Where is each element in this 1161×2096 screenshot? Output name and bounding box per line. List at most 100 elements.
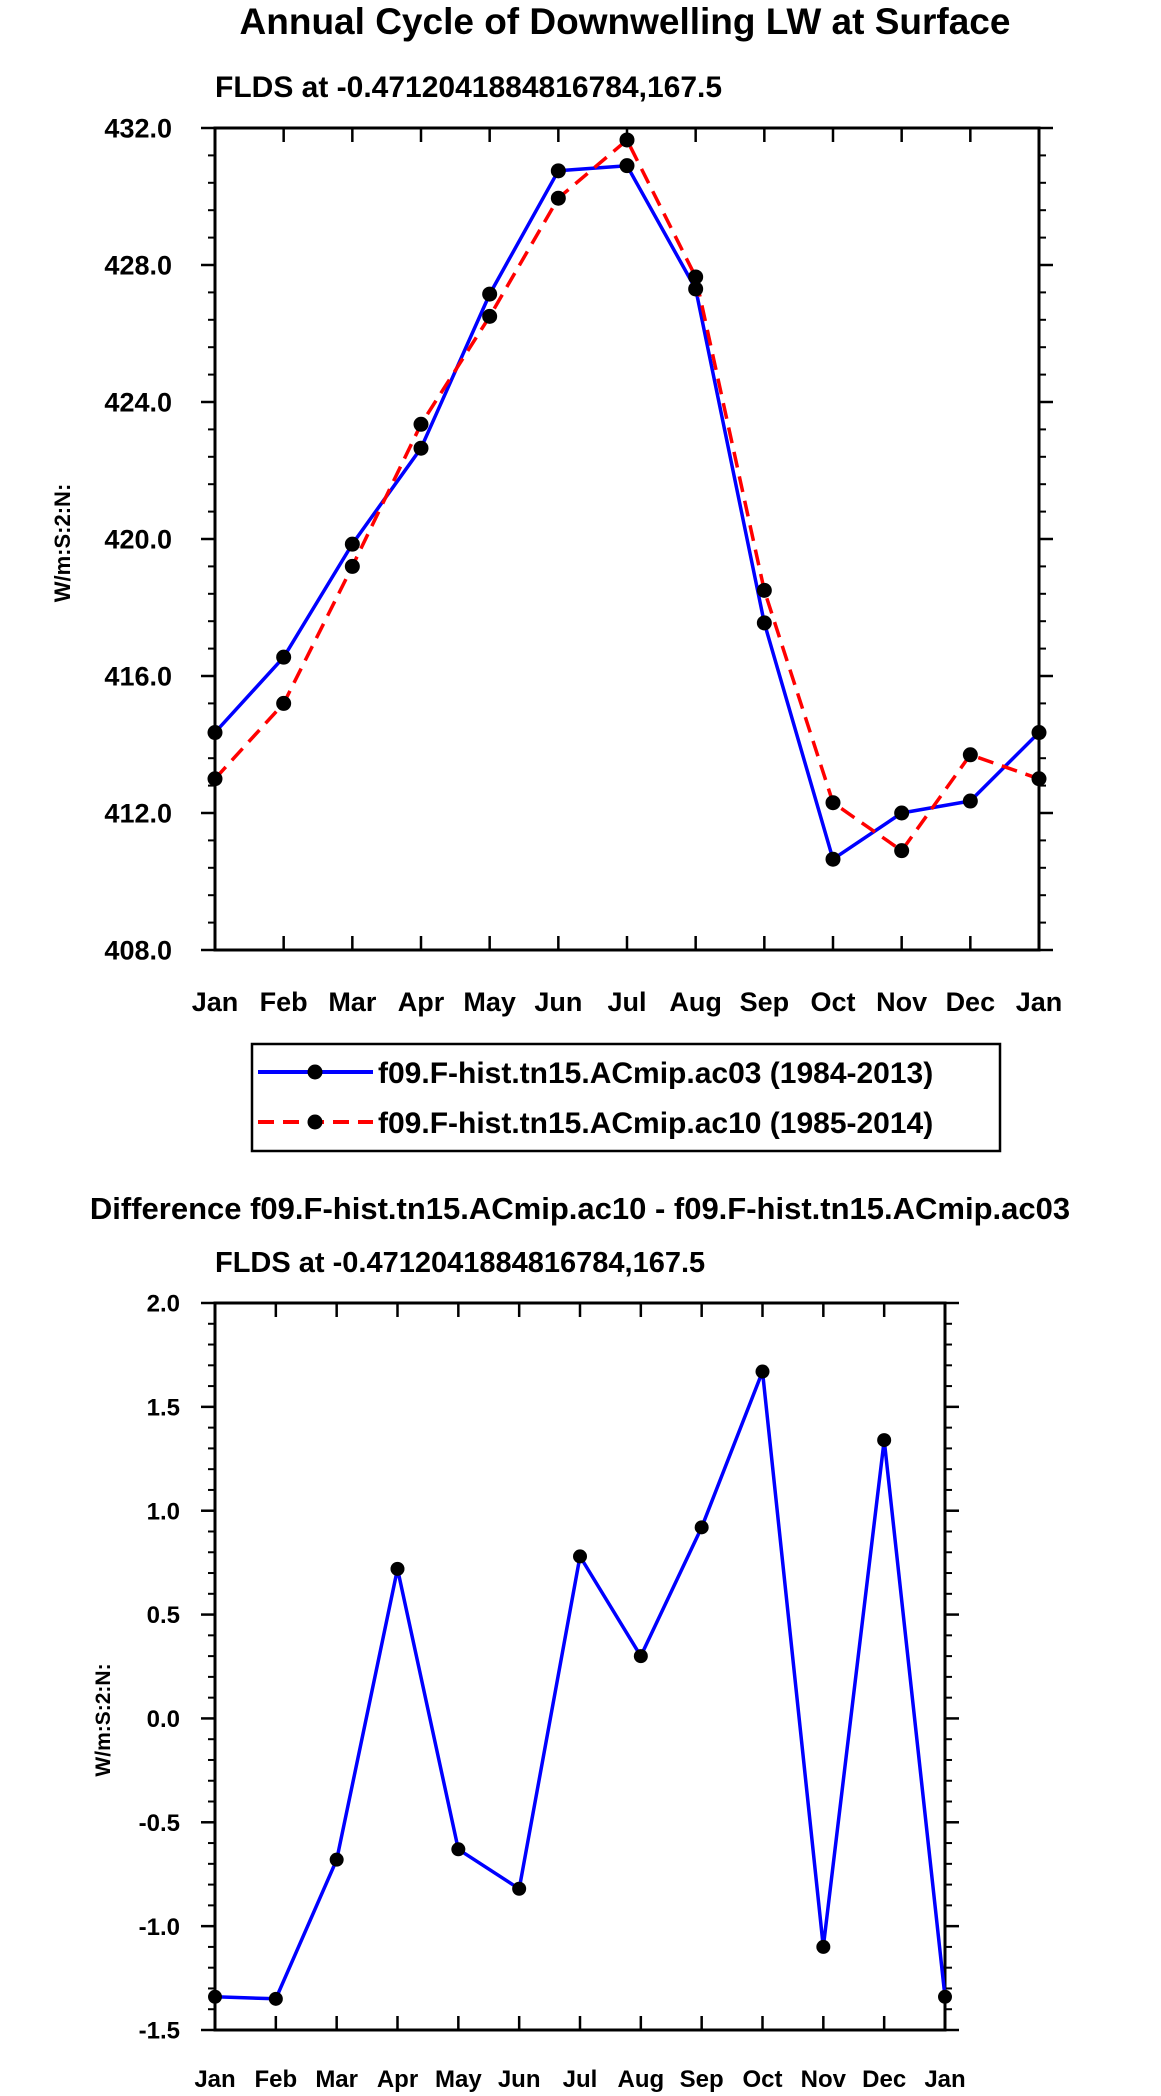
chart2-ytick-label: -1.0 <box>139 1914 180 1941</box>
chart2-xtick-label: Aug <box>618 2066 665 2093</box>
chart2-xtick-label: Dec <box>862 2066 906 2093</box>
chart2-xtick-label: May <box>435 2066 482 2093</box>
chart2-frame <box>213 1301 947 2032</box>
chart2-series-0-point <box>573 1549 587 1564</box>
chart1-series-0-point <box>825 851 841 867</box>
chart2-ytick-label: -0.5 <box>139 1810 180 1837</box>
chart2-xtick-label: Oct <box>742 2066 782 2093</box>
chart1-xtick-label: Dec <box>946 987 996 1017</box>
chart1-xtick-label: May <box>463 987 516 1017</box>
chart1-ytick-label: 412.0 <box>104 799 172 829</box>
chart1-title: Annual Cycle of Downwelling LW at Surfac… <box>240 1 1011 42</box>
chart2-series-0-point <box>451 1842 466 1857</box>
chart1-series-0-point <box>344 536 360 552</box>
legend-marker-ac10 <box>307 1114 323 1130</box>
chart1-series-1-point <box>207 771 223 787</box>
legend-marker-ac03 <box>307 1064 323 1080</box>
chart1-series-0-point <box>207 725 223 741</box>
chart1-series-1-point <box>413 416 429 432</box>
chart2-xtick-label: Feb <box>254 2066 297 2093</box>
chart1-series-1-point <box>962 747 978 763</box>
chart2-series-0-point <box>268 1991 283 2006</box>
chart1-series-0-point <box>413 440 429 456</box>
chart1-frame <box>213 126 1041 952</box>
legend-label-ac03: f09.F-hist.tn15.ACmip.ac03 (1984-2013) <box>378 1057 933 1090</box>
chart1-series-1-point <box>482 308 498 324</box>
chart2-xtick-label: Nov <box>801 2066 847 2093</box>
chart1-xtick-label: Oct <box>810 987 855 1017</box>
chart1-series-1-point <box>550 190 566 206</box>
chart1-xtick-label: Aug <box>669 987 721 1017</box>
chart2-series-0-point <box>208 1989 222 2004</box>
chart2-ytick-label: -1.5 <box>139 2018 180 2045</box>
chart2-series-0-point <box>938 1989 952 2004</box>
chart1-xtick-label: Feb <box>260 987 308 1017</box>
chart2-series-0-point <box>816 1939 831 1954</box>
chart1-series-1-point <box>619 132 635 148</box>
chart2-xtick-label: Apr <box>377 2066 418 2093</box>
chart1-xtick-label: Sep <box>740 987 790 1017</box>
chart2-ytick-label: 1.5 <box>147 1394 180 1421</box>
chart2-series-0-point <box>633 1649 648 1664</box>
chart1-ylabel: W/m:S:2:N: <box>50 484 75 603</box>
chart2-series-0-point <box>390 1561 405 1576</box>
chart1-series-0-point <box>276 649 292 665</box>
chart2-ytick-label: 2.0 <box>147 1291 180 1318</box>
chart2-ytick-label: 0.0 <box>147 1706 180 1733</box>
chart2-xtick-label: Mar <box>315 2066 358 2093</box>
chart1-xtick-label: Mar <box>328 987 377 1017</box>
chart1-series-1-point <box>344 558 360 574</box>
chart1-ytick-label: 424.0 <box>104 388 172 418</box>
chart2-ytick-label: 0.5 <box>147 1602 180 1629</box>
chart2-xtick-label: Sep <box>680 2066 724 2093</box>
chart1-ytick-label: 416.0 <box>104 662 172 692</box>
chart1-series-0-point <box>756 615 772 631</box>
chart1-xtick-label: Jan <box>192 987 239 1017</box>
chart1-ytick-label: 432.0 <box>104 114 172 144</box>
chart1-series-1-point <box>688 269 704 285</box>
chart2-series-0-point <box>755 1364 770 1379</box>
chart2-series-0-point <box>329 1852 344 1867</box>
chart2-title: Difference f09.F-hist.tn15.ACmip.ac10 - … <box>90 1191 1070 1226</box>
chart1-xtick-label: Jun <box>534 987 582 1017</box>
chart2-plot: Jan Feb Mar Apr May Jun Jul Aug Sep Oct Nov Dec Jan-… <box>139 1291 966 2093</box>
chart1-series-1-point <box>276 695 292 711</box>
chart1-ytick-label: 428.0 <box>104 251 172 281</box>
legend-box <box>250 1042 1002 1153</box>
chart1-subtitle: FLDS at -0.4712041884816784,167.5 <box>215 71 722 104</box>
chart1-xtick-label: Nov <box>876 987 927 1017</box>
chart1-xtick-label: Apr <box>398 987 445 1017</box>
chart2-series-0-point <box>877 1433 892 1448</box>
chart2-ylabel: W/m:S:2:N: <box>92 1663 115 1776</box>
chart1-series-0-point <box>1031 725 1047 741</box>
chart1-series-0-point <box>482 286 498 302</box>
chart2-xtick-label: Jun <box>498 2066 541 2093</box>
chart1-series-0-point <box>619 158 635 174</box>
chart2-ytick-label: 1.0 <box>147 1498 180 1525</box>
chart1-series-0-point <box>894 805 910 821</box>
chart1-ytick-label: 408.0 <box>104 936 172 966</box>
chart2-xtick-label: Jul <box>563 2066 598 2093</box>
chart1-series-0-point <box>550 163 566 179</box>
chart2-series-0-point <box>694 1520 709 1535</box>
chart1-ytick-label: 420.0 <box>104 525 172 555</box>
difference-chart: Difference f09.F-hist.tn15.ACmip.ac10 - … <box>90 1191 1070 2093</box>
chart1-series-1-point <box>825 795 841 811</box>
chart1-series-1-point <box>1031 771 1047 787</box>
chart1-series-1-line <box>213 138 1040 853</box>
chart1-legend: f09.F-hist.tn15.ACmip.ac03 (1984-2013) f… <box>250 1042 1002 1153</box>
legend-label-ac10: f09.F-hist.tn15.ACmip.ac10 (1985-2014) <box>378 1107 933 1140</box>
chart1-xtick-label: Jul <box>607 987 646 1017</box>
chart1-series-0-point <box>962 793 978 809</box>
chart1-xtick-label: Jan <box>1016 987 1063 1017</box>
chart2-xtick-label: Jan <box>194 2066 235 2093</box>
chart2-subtitle: FLDS at -0.4712041884816784,167.5 <box>215 1247 705 1279</box>
chart1-series-1-point <box>894 843 910 859</box>
chart2-xtick-label: Jan <box>924 2066 965 2093</box>
annual-cycle-chart: Annual Cycle of Downwelling LW at Surfac… <box>50 1 1062 1017</box>
chart2-series-0-point <box>512 1881 527 1896</box>
chart1-series-0-point <box>688 281 704 297</box>
chart1-series-0-line <box>213 163 1041 861</box>
chart1-series-1-point <box>756 582 772 598</box>
